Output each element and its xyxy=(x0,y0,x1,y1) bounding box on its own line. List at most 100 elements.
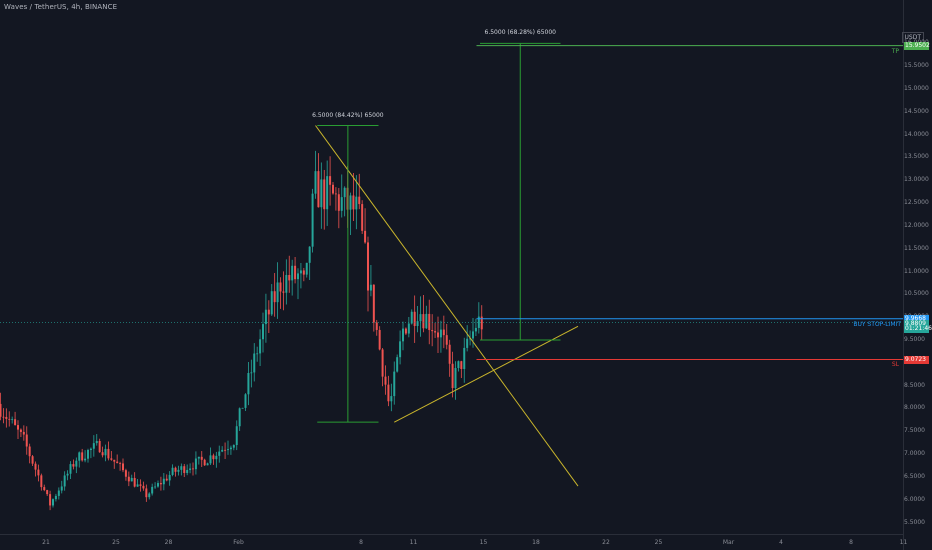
candle-body xyxy=(229,447,232,450)
candle-body xyxy=(247,373,250,395)
candle-body xyxy=(437,332,439,338)
price-tick-label: 6.0000 xyxy=(904,495,925,503)
buy-stop-limit-label[interactable]: BUY STOP-LIMIT xyxy=(853,320,901,328)
candle-body xyxy=(11,419,14,421)
candle-body xyxy=(294,265,297,280)
candle-body xyxy=(168,474,171,481)
sl-label[interactable]: SL xyxy=(891,361,899,369)
candle-body xyxy=(119,463,122,464)
candle-body xyxy=(334,193,337,195)
candle-body xyxy=(369,284,372,291)
candle-body xyxy=(186,469,189,473)
candle-body xyxy=(37,469,40,476)
measure-right-label[interactable]: 6.5000 (68.28%) 65000 xyxy=(484,29,556,37)
candle-body xyxy=(104,448,107,456)
candle-body xyxy=(407,323,410,334)
candle-body xyxy=(142,485,145,489)
candle-body xyxy=(264,309,267,325)
candle-body xyxy=(288,274,291,281)
time-tick-label: 22 xyxy=(602,539,610,546)
candle-body xyxy=(349,195,352,210)
price-tick-label: 8.0000 xyxy=(904,404,925,412)
candle-body xyxy=(127,476,130,482)
candle-body xyxy=(183,466,186,473)
candle-body xyxy=(224,449,227,451)
candle-body xyxy=(165,478,168,481)
price-tick-label: 15.5000 xyxy=(904,62,929,70)
candle-body xyxy=(78,452,81,461)
candle-body xyxy=(180,466,183,470)
candle-body xyxy=(227,449,229,451)
candle-body xyxy=(419,314,422,322)
candle-body xyxy=(340,197,343,211)
candle-body xyxy=(297,273,299,280)
candle-body xyxy=(145,488,148,498)
candle-body xyxy=(267,309,270,315)
candle-body xyxy=(463,347,466,370)
candle-body xyxy=(75,460,78,467)
candle-body xyxy=(352,195,355,210)
candle-body xyxy=(262,324,264,340)
time-tick-label: Feb xyxy=(233,539,244,546)
tp-label[interactable]: TP xyxy=(891,47,899,55)
candle-body xyxy=(194,458,197,470)
candle-body xyxy=(101,452,104,456)
candle-body xyxy=(305,262,308,275)
candle-body xyxy=(46,490,49,495)
time-tick-label: 15 xyxy=(479,539,488,546)
candle-body xyxy=(0,403,2,417)
candle-body xyxy=(122,463,124,471)
candle-body xyxy=(393,371,396,397)
candle-body xyxy=(390,396,393,402)
price-tick-label: 7.5000 xyxy=(904,427,925,435)
candle-body xyxy=(250,372,253,374)
price-tick-label: 11.5000 xyxy=(904,244,929,252)
candle-body xyxy=(57,490,60,496)
time-tick-label: 11 xyxy=(899,539,908,546)
price-tick-label: 8.5000 xyxy=(904,381,925,389)
candle-body xyxy=(192,468,194,470)
trendline-ascending xyxy=(394,325,579,423)
candle-body xyxy=(428,313,431,331)
candle-body xyxy=(139,484,142,486)
tp-price-box: 15.9502 xyxy=(904,41,930,50)
candle-body xyxy=(60,486,63,491)
candle-body xyxy=(355,196,358,210)
symbol-title[interactable]: Waves / TetherUS, 4h, BINANCE xyxy=(4,3,118,11)
candle-body xyxy=(98,440,101,453)
candle-body xyxy=(302,270,305,275)
candle-body xyxy=(425,313,428,329)
sl-price-box: 9.0723 xyxy=(904,355,929,364)
entry-price-box: 9.9668 xyxy=(904,314,929,323)
time-tick-label: 18 xyxy=(532,539,540,546)
candle-body xyxy=(171,467,174,475)
candle-body xyxy=(367,242,369,291)
candle-body xyxy=(177,469,180,472)
price-tick-label: 14.0000 xyxy=(904,130,929,138)
price-tick-label: 14.5000 xyxy=(904,107,929,115)
candle-body xyxy=(314,171,317,194)
candle-body xyxy=(107,448,110,459)
candle-body xyxy=(215,455,218,460)
candle-body xyxy=(49,494,52,506)
candle-body xyxy=(87,449,89,459)
candle-body xyxy=(396,357,399,372)
time-tick-label: 28 xyxy=(164,539,173,546)
candle-body xyxy=(14,419,17,426)
candle-body xyxy=(253,353,256,373)
candle-body xyxy=(460,361,463,370)
candle-body xyxy=(282,291,285,293)
candle-body xyxy=(52,499,54,506)
candle-body xyxy=(238,408,241,427)
candle-body xyxy=(285,274,288,293)
candle-body xyxy=(375,322,378,330)
candle-body xyxy=(235,426,238,446)
candle-body xyxy=(232,445,235,448)
time-tick-label: 4 xyxy=(779,539,783,546)
candle-body xyxy=(434,331,437,333)
measure-left-label[interactable]: 6.5000 (84.42%) 65000 xyxy=(312,111,384,119)
price-tick-label: 15.0000 xyxy=(904,85,929,92)
candle-body xyxy=(404,328,407,334)
